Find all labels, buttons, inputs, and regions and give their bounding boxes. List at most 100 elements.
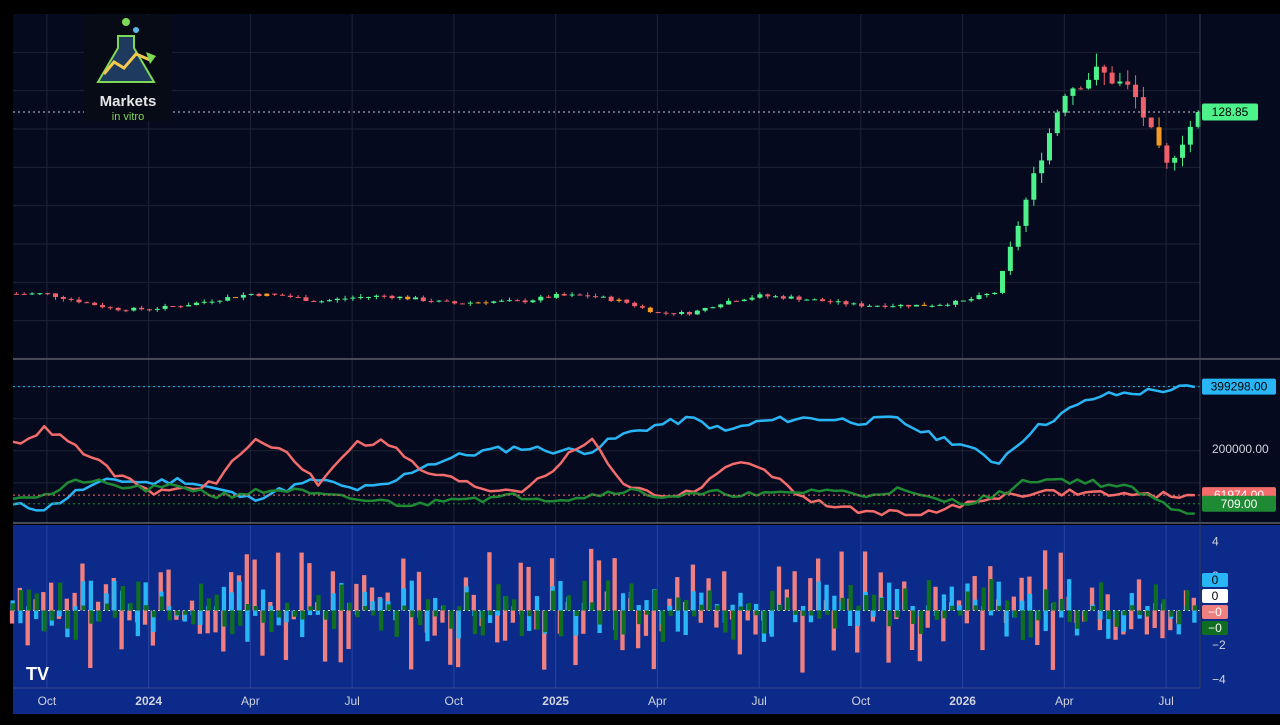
- histogram-bar: [825, 610, 830, 615]
- histogram-bar: [18, 590, 24, 611]
- histogram-bar: [495, 610, 501, 616]
- histogram-bar: [1050, 610, 1056, 670]
- histogram-bar: [635, 610, 641, 649]
- histogram-bar: [229, 592, 234, 611]
- histogram-bar: [300, 610, 305, 638]
- candle-body: [99, 305, 105, 308]
- candle-body: [139, 307, 145, 310]
- time-label: Jul: [1158, 694, 1173, 708]
- histogram-bar: [252, 559, 257, 611]
- histogram-bar: [925, 610, 930, 628]
- histogram-bar: [769, 610, 774, 637]
- histogram-bar: [338, 610, 343, 663]
- histogram-bar: [81, 605, 86, 611]
- histogram-bar: [808, 610, 814, 623]
- candle-body: [976, 295, 982, 300]
- candle-body: [710, 307, 716, 309]
- candle-body: [452, 301, 458, 304]
- histogram-bar: [441, 605, 446, 611]
- volume-tag-label: 399298.00: [1211, 380, 1268, 394]
- histogram-bar: [801, 610, 806, 616]
- histogram-bar: [746, 602, 752, 611]
- histogram-bar: [97, 610, 102, 622]
- histogram-bar: [1169, 610, 1174, 617]
- histogram-bar: [222, 610, 227, 627]
- histogram-bar: [253, 605, 258, 611]
- histogram-bar: [793, 610, 799, 615]
- histogram-bar: [1114, 610, 1119, 627]
- histogram-bar: [965, 591, 971, 611]
- histogram-bar: [401, 558, 406, 611]
- histogram-bar: [440, 610, 445, 623]
- histogram-bar: [598, 610, 603, 625]
- histogram-bar: [480, 610, 485, 636]
- histogram-bar: [339, 584, 345, 611]
- histogram-bar: [949, 586, 954, 611]
- histogram-bar: [277, 610, 282, 618]
- histogram-bar: [723, 610, 728, 633]
- histogram-bar: [112, 610, 118, 618]
- candle-body: [279, 294, 285, 296]
- candle-body: [1125, 81, 1131, 85]
- logo-line2: in vitro: [112, 111, 144, 123]
- candle-body: [546, 296, 552, 298]
- histogram-bar: [637, 610, 642, 625]
- volume-pane[interactable]: [13, 360, 1280, 523]
- histogram-bar: [1075, 610, 1080, 629]
- time-label: Apr: [1055, 694, 1074, 708]
- histogram-bar: [284, 610, 289, 623]
- price-pane[interactable]: [13, 14, 1280, 359]
- histogram-bar: [504, 596, 509, 611]
- histogram-bar: [613, 610, 619, 640]
- histogram-bar: [738, 592, 743, 611]
- candle-body: [773, 296, 779, 298]
- histogram-bar: [1121, 610, 1127, 632]
- histogram-bar: [1059, 610, 1064, 618]
- candle-body: [92, 302, 98, 306]
- oscillator-tick-label: −2: [1212, 638, 1226, 652]
- candle-body: [115, 307, 121, 311]
- time-label: Oct: [38, 694, 57, 708]
- candle-body: [757, 294, 763, 298]
- candle-body: [1007, 246, 1013, 271]
- histogram-bar: [738, 606, 744, 611]
- histogram-bar: [832, 595, 837, 611]
- candle-body: [107, 307, 113, 309]
- histogram-bar: [448, 610, 453, 665]
- candle-body: [1015, 225, 1021, 247]
- histogram-bar: [942, 610, 947, 619]
- histogram-bar: [715, 605, 720, 611]
- volume-series-line: [12, 424, 1195, 517]
- histogram-bar: [9, 610, 15, 624]
- histogram-bar: [722, 571, 727, 611]
- candle-body: [929, 305, 935, 307]
- histogram-bar: [950, 605, 955, 611]
- histogram-bar: [903, 588, 908, 611]
- histogram-bar: [1012, 610, 1018, 618]
- candle-body: [1195, 112, 1201, 127]
- histogram-bar: [1192, 610, 1197, 623]
- histogram-bar: [49, 582, 54, 611]
- histogram-bar: [519, 610, 525, 637]
- histogram-bar: [997, 605, 1002, 611]
- histogram-bar: [143, 582, 148, 611]
- candle-body: [671, 313, 677, 315]
- candle-body: [303, 297, 309, 301]
- histogram-bar: [753, 603, 759, 611]
- candle-body: [193, 302, 199, 306]
- candle-body: [522, 300, 528, 303]
- histogram-bar: [275, 552, 281, 611]
- histogram-bar: [1136, 579, 1142, 611]
- histogram-bar: [651, 610, 656, 670]
- candle-body: [240, 294, 246, 298]
- histogram-bar: [261, 610, 266, 623]
- histogram-bar: [730, 604, 735, 611]
- candle-body: [326, 300, 332, 302]
- histogram-bar: [518, 562, 523, 611]
- histogram-bar: [934, 610, 939, 620]
- histogram-bar: [237, 581, 242, 611]
- histogram-bar: [1027, 576, 1032, 611]
- histogram-bar: [42, 610, 47, 632]
- histogram-bar: [643, 610, 649, 636]
- time-label: 2025: [542, 694, 569, 708]
